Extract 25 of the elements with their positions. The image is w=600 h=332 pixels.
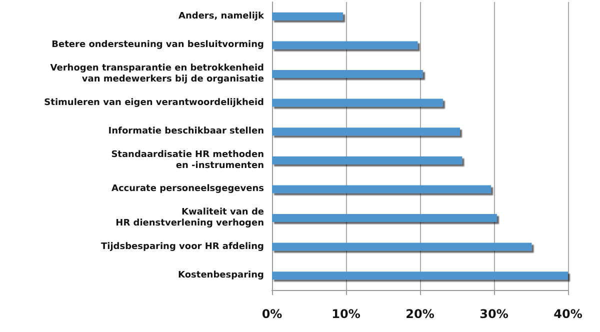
y-tick-label: Stimuleren van eigen verantwoordelijkheid <box>44 98 264 108</box>
y-tick-label: Verhogen transparantie en betrokkenheid van medewerkers bij de organisatie <box>50 64 264 84</box>
bar <box>272 70 423 78</box>
x-tick-label: 30% <box>480 307 508 321</box>
y-tick-label: Informatie beschikbaar stellen <box>108 126 264 137</box>
x-tick-label: 0% <box>262 307 282 321</box>
y-tick-label: Kwaliteit van de HR dienstverlening verhogen <box>116 208 264 228</box>
bar <box>272 214 497 222</box>
bar <box>272 185 492 194</box>
y-tick-label: Accurate personeelsgegevens <box>111 184 264 194</box>
x-tick-label: 10% <box>332 307 360 321</box>
bar <box>272 98 443 107</box>
bar <box>272 12 344 20</box>
y-tick-label: Kostenbesparing <box>178 270 264 281</box>
bar <box>272 272 568 280</box>
bar <box>272 242 532 251</box>
y-tick-label: Tijdsbesparing voor HR afdeling <box>101 242 264 252</box>
bar <box>272 156 462 164</box>
x-tick-label: 40% <box>554 307 582 321</box>
y-tick-label: Standaardisatie HR methoden en -instrumenten <box>111 150 264 171</box>
bar <box>272 128 460 136</box>
x-tick-label: 20% <box>406 307 434 321</box>
y-tick-label: Anders, namelijk <box>178 11 265 22</box>
bar <box>272 41 418 50</box>
y-tick-label: Betere ondersteuning van besluitvorming <box>52 40 264 50</box>
